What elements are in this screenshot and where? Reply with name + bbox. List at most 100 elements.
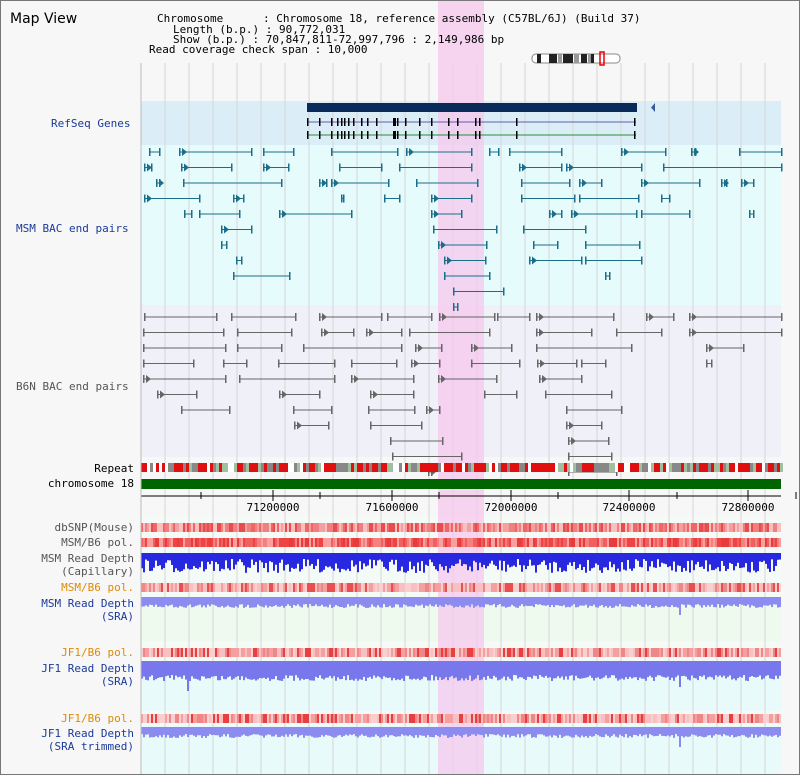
jf1-b6-pol-cell [643,648,645,657]
jf1-sra-depth-bar [641,661,643,679]
label-msm-depth-cap: MSM Read Depth [41,552,134,565]
jf1-sra-depth-bar [149,661,151,677]
jf1-sra-depth-bar [391,661,393,681]
msm-b6-pol-cell [343,538,345,547]
jf1-b6-pol-cell [555,648,557,657]
b6n-bac-pair-end [581,375,583,383]
msm-sra-depth-bar [751,597,753,606]
jf1-trim-depth-bar [523,727,525,737]
jf1-b6-pol-cell [305,648,307,657]
msm-b6-pol2-cell [775,583,777,592]
msm-b6-pol2-cell [317,583,319,592]
repeat-segment [645,463,648,472]
exon [376,118,378,126]
b6n-bac-pair-end [426,406,428,414]
msm-b6-pol-cell [491,538,493,547]
dbsnp-cell [453,523,455,532]
msm-b6-pol-cell [625,538,627,547]
jf1-b6-pol-cell [257,648,259,657]
jf1-trim-depth-bar [641,727,643,737]
jf1-b6-pol2-cell [513,714,515,723]
jf1-trim-depth-bar [509,727,511,738]
jf1-trim-depth-bar [539,727,541,735]
msm-b6-pol-cell [281,538,283,547]
jf1-trim-depth-bar [161,727,163,738]
jf1-b6-pol-cell [309,648,311,657]
jf1-b6-pol-cell [753,648,755,657]
jf1-b6-pol-cell [633,648,635,657]
dbsnp-cell [291,523,293,532]
capillary-depth-bar [665,553,667,565]
jf1-sra-depth-bar [199,661,201,681]
dbsnp-cell [267,523,269,532]
jf1-b6-pol2-cell [653,714,655,723]
repeat-segment [300,463,303,472]
msm-b6-pol2-cell [455,583,457,592]
dbsnp-cell [499,523,501,532]
msm-b6-pol-cell [223,538,225,547]
track-label-refseq[interactable]: RefSeq Genes [51,117,131,130]
msm-sra-depth-bar [393,597,395,608]
exon [348,118,350,126]
msm-b6-pol-cell [547,538,549,547]
jf1-trim-depth-bar [475,727,477,736]
capillary-depth-bar [283,553,285,571]
track-label-msm-bac[interactable]: MSM BAC end pairs [16,222,129,235]
jf1-sra-depth-bar [693,661,695,678]
jf1-b6-pol2-cell [467,714,469,723]
msm-b6-pol2-cell [611,583,613,592]
capillary-depth-bar [243,553,245,566]
jf1-sra-depth-bar [509,661,511,679]
msm-b6-pol2-cell [717,583,719,592]
jf1-trim-depth-bar [449,727,451,738]
msm-b6-pol2-cell [703,583,705,592]
msm-sra-depth-bar [461,597,463,608]
msm-bac-pair-end [457,303,459,311]
jf1-sra-depth-bar [733,661,735,679]
capillary-depth-bar [563,553,565,571]
dbsnp-cell [751,523,753,532]
msm-sra-depth-bar [659,597,661,608]
msm-bac-pair-end [281,179,283,187]
jf1-b6-pol-cell [395,648,397,657]
capillary-depth-bar [249,553,251,568]
capillary-depth-bar [729,553,731,563]
jf1-b6-pol-cell [273,648,275,657]
msm-bac-pair-end [243,194,245,203]
repeat-segment [780,463,783,472]
jf1-trim-depth-bar [543,727,545,736]
msm-b6-pol-cell [271,538,273,547]
b6n-bac-pair-end [225,344,227,352]
jf1-b6-pol-cell [465,648,467,657]
msm-b6-pol-cell [277,538,279,547]
msm-b6-pol-cell [301,538,303,547]
msm-b6-pol-cell [613,538,615,547]
jf1-b6-pol2-cell [565,714,567,723]
jf1-b6-pol-cell [773,648,775,657]
dbsnp-cell [419,523,421,532]
msm-b6-pol2-cell [283,583,285,592]
track-label-b6n-bac[interactable]: B6N BAC end pairs [16,380,129,393]
msm-sra-depth-bar [761,597,763,608]
jf1-sra-depth-bar [621,661,623,679]
msm-b6-pol-cell [655,538,657,547]
jf1-trim-depth-bar [281,727,283,736]
dbsnp-cell [675,523,677,532]
dbsnp-cell [175,523,177,532]
msm-b6-pol2-cell [281,583,283,592]
jf1-b6-pol-cell [419,648,421,657]
msm-b6-pol-cell [189,538,191,547]
msm-sra-depth-bar [469,597,471,608]
msm-sra-depth-bar [203,597,205,606]
msm-sra-depth-bar [463,597,465,608]
repeat-segment [696,463,699,472]
jf1-b6-pol-cell [255,648,257,657]
jf1-sra-depth-bar [357,661,359,681]
repeat-segment [576,463,579,472]
jf1-b6-pol2-cell [631,714,633,723]
dbsnp-cell [141,523,143,532]
msm-b6-pol2-cell [275,583,277,592]
capillary-depth-bar [175,553,177,569]
capillary-depth-bar [487,553,489,567]
